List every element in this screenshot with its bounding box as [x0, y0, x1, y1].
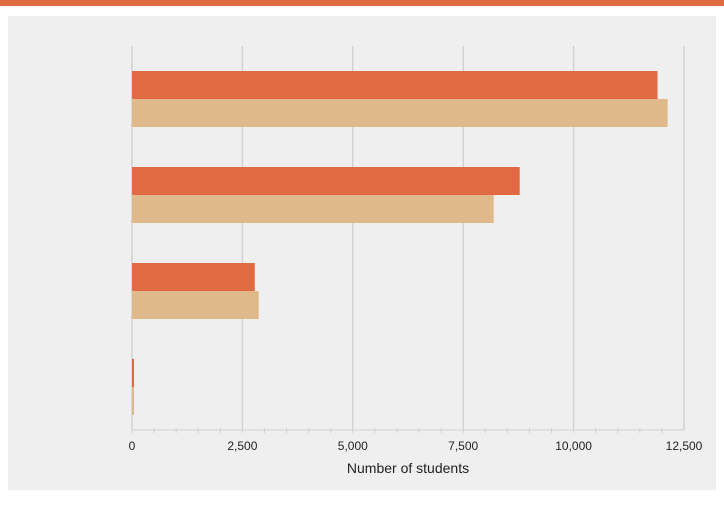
x-tick-label: 2,500: [227, 439, 257, 453]
bar-series-2-row-3: [132, 291, 259, 319]
bar-marks: [132, 71, 668, 415]
x-tick-label: 7,500: [448, 439, 478, 453]
bar-series-2-row-4: [132, 387, 134, 415]
bar-series-1-row-1: [132, 71, 658, 99]
x-axis-label: Number of students: [347, 460, 469, 476]
x-tick-label: 0: [129, 439, 136, 453]
x-tick-label: 12,500: [666, 439, 703, 453]
x-tick-label: 10,000: [555, 439, 592, 453]
bar-series-2-row-1: [132, 99, 668, 127]
x-tick-label: 5,000: [338, 439, 368, 453]
bar-series-1-row-2: [132, 167, 520, 195]
bar-series-1-row-3: [132, 263, 255, 291]
top-accent-rule: [0, 0, 724, 6]
bar-series-1-row-4: [132, 359, 134, 387]
bar-series-2-row-2: [132, 195, 494, 223]
x-axis-ticks: 0 2,500 5,000 7,500 10,000 12,500: [129, 428, 703, 453]
